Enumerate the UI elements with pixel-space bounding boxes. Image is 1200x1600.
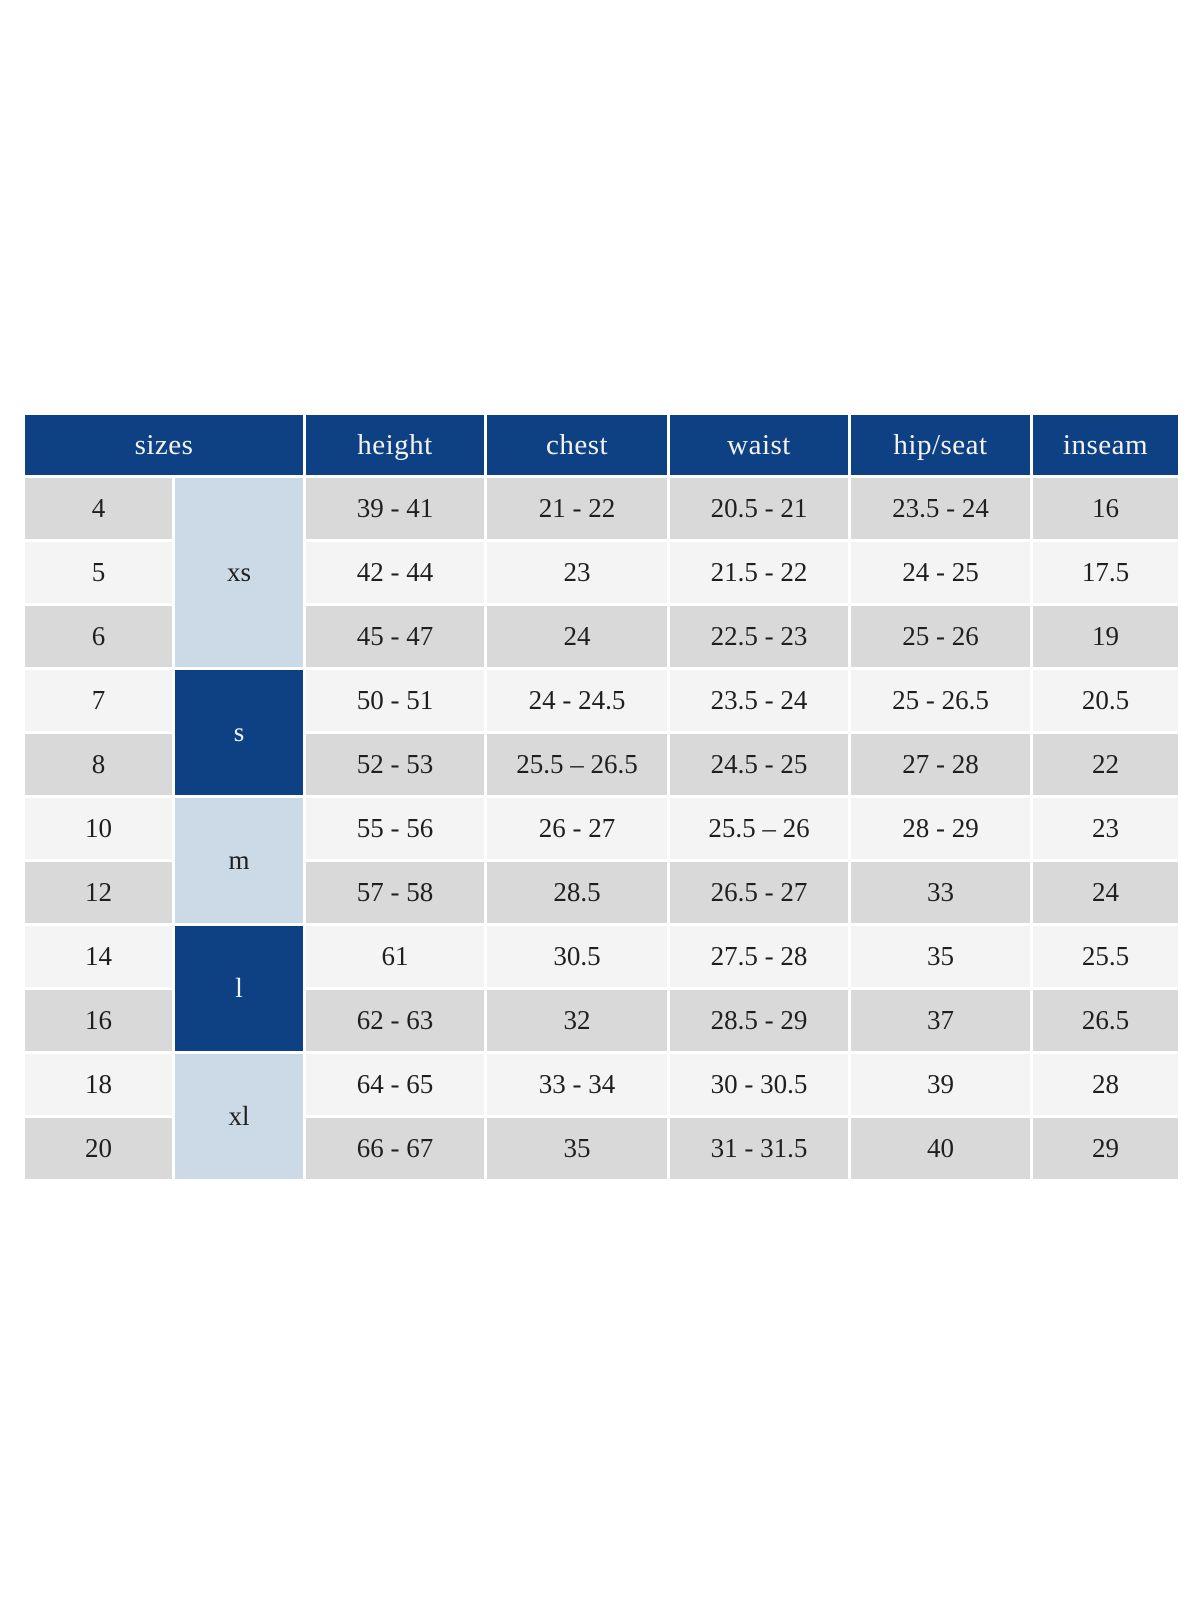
chest-cell: 25.5 – 26.5 [487,734,667,795]
size-group-cell: xs [175,478,303,667]
height-cell: 66 - 67 [306,1118,484,1179]
hip-seat-cell: 37 [851,990,1030,1051]
chest-cell: 23 [487,542,667,603]
size-chart-header: sizes height chest waist hip/seat inseam [25,415,1178,475]
height-cell: 50 - 51 [306,670,484,731]
waist-cell: 25.5 – 26 [670,798,848,859]
height-cell: 55 - 56 [306,798,484,859]
hip-seat-cell: 35 [851,926,1030,987]
size-group-cell: s [175,670,303,795]
table-row: 8 52 - 53 25.5 – 26.5 24.5 - 25 27 - 28 22 [25,734,1178,795]
table-row: 4 xs 39 - 41 21 - 22 20.5 - 21 23.5 - 24 16 [25,478,1178,667]
size-chart-table: sizes height chest waist hip/seat inseam… [22,412,1181,1182]
size-chart-body: 4 xs 39 - 41 21 - 22 20.5 - 21 23.5 - 24 16 5 42… [25,478,1178,1179]
size-cell: 16 [25,990,172,1051]
size-group-cell: xl [175,1054,303,1179]
chest-cell: 32 [487,990,667,1051]
size-cell: 8 [25,734,172,795]
chest-cell: 35 [487,1118,667,1179]
header-chest: chest [487,415,667,475]
chest-cell: 33 - 34 [487,1054,667,1115]
inseam-cell: 23 [1033,798,1178,859]
height-cell: 52 - 53 [306,734,484,795]
height-cell: 45 - 47 [306,606,484,667]
inseam-cell: 19 [1033,606,1178,667]
size-cell: 18 [25,1054,172,1115]
chest-cell: 24 [487,606,667,667]
chest-cell: 24 - 24.5 [487,670,667,731]
inseam-cell: 24 [1033,862,1178,923]
table-row: 20 66 - 67 35 31 - 31.5 40 29 [25,1118,1178,1179]
inseam-cell: 26.5 [1033,990,1178,1051]
size-cell: 10 [25,798,172,859]
table-row: 6 45 - 47 24 22.5 - 23 25 - 26 19 [25,606,1178,667]
size-cell: 6 [25,606,172,667]
table-row: 5 42 - 44 23 21.5 - 22 24 - 25 17.5 [25,542,1178,603]
hip-seat-cell: 28 - 29 [851,798,1030,859]
inseam-cell: 29 [1033,1118,1178,1179]
height-cell: 61 [306,926,484,987]
hip-seat-cell: 24 - 25 [851,542,1030,603]
size-cell: 20 [25,1118,172,1179]
table-row: 7 s 50 - 51 24 - 24.5 23.5 - 24 25 - 26.5 20.5 [25,670,1178,795]
size-group-cell: m [175,798,303,923]
header-sizes: sizes [25,415,303,475]
inseam-cell: 25.5 [1033,926,1178,987]
header-row: sizes height chest waist hip/seat inseam [25,415,1178,475]
waist-cell: 28.5 - 29 [670,990,848,1051]
hip-seat-cell: 33 [851,862,1030,923]
size-cell: 12 [25,862,172,923]
hip-seat-cell: 27 - 28 [851,734,1030,795]
hip-seat-cell: 39 [851,1054,1030,1115]
inseam-cell: 17.5 [1033,542,1178,603]
header-inseam: inseam [1033,415,1178,475]
inseam-cell: 22 [1033,734,1178,795]
waist-cell: 21.5 - 22 [670,542,848,603]
header-hip-seat: hip/seat [851,415,1030,475]
table-row: 14 l 61 30.5 27.5 - 28 35 25.5 [25,926,1178,1051]
table-row: 18 xl 64 - 65 33 - 34 30 - 30.5 39 28 [25,1054,1178,1179]
waist-cell: 24.5 - 25 [670,734,848,795]
table-row: 10 m 55 - 56 26 - 27 25.5 – 26 28 - 29 23 [25,798,1178,923]
header-height: height [306,415,484,475]
waist-cell: 23.5 - 24 [670,670,848,731]
size-cell: 5 [25,542,172,603]
inseam-cell: 28 [1033,1054,1178,1115]
inseam-cell: 16 [1033,478,1178,539]
hip-seat-cell: 23.5 - 24 [851,478,1030,539]
height-cell: 42 - 44 [306,542,484,603]
table-row: 12 57 - 58 28.5 26.5 - 27 33 24 [25,862,1178,923]
waist-cell: 27.5 - 28 [670,926,848,987]
waist-cell: 20.5 - 21 [670,478,848,539]
height-cell: 57 - 58 [306,862,484,923]
chest-cell: 30.5 [487,926,667,987]
table-row: 16 62 - 63 32 28.5 - 29 37 26.5 [25,990,1178,1051]
chest-cell: 26 - 27 [487,798,667,859]
size-cell: 4 [25,478,172,539]
size-cell: 7 [25,670,172,731]
chest-cell: 28.5 [487,862,667,923]
hip-seat-cell: 40 [851,1118,1030,1179]
waist-cell: 22.5 - 23 [670,606,848,667]
hip-seat-cell: 25 - 26.5 [851,670,1030,731]
height-cell: 39 - 41 [306,478,484,539]
chest-cell: 21 - 22 [487,478,667,539]
size-group-cell: l [175,926,303,1051]
size-cell: 14 [25,926,172,987]
height-cell: 62 - 63 [306,990,484,1051]
hip-seat-cell: 25 - 26 [851,606,1030,667]
inseam-cell: 20.5 [1033,670,1178,731]
header-waist: waist [670,415,848,475]
waist-cell: 26.5 - 27 [670,862,848,923]
waist-cell: 31 - 31.5 [670,1118,848,1179]
height-cell: 64 - 65 [306,1054,484,1115]
waist-cell: 30 - 30.5 [670,1054,848,1115]
